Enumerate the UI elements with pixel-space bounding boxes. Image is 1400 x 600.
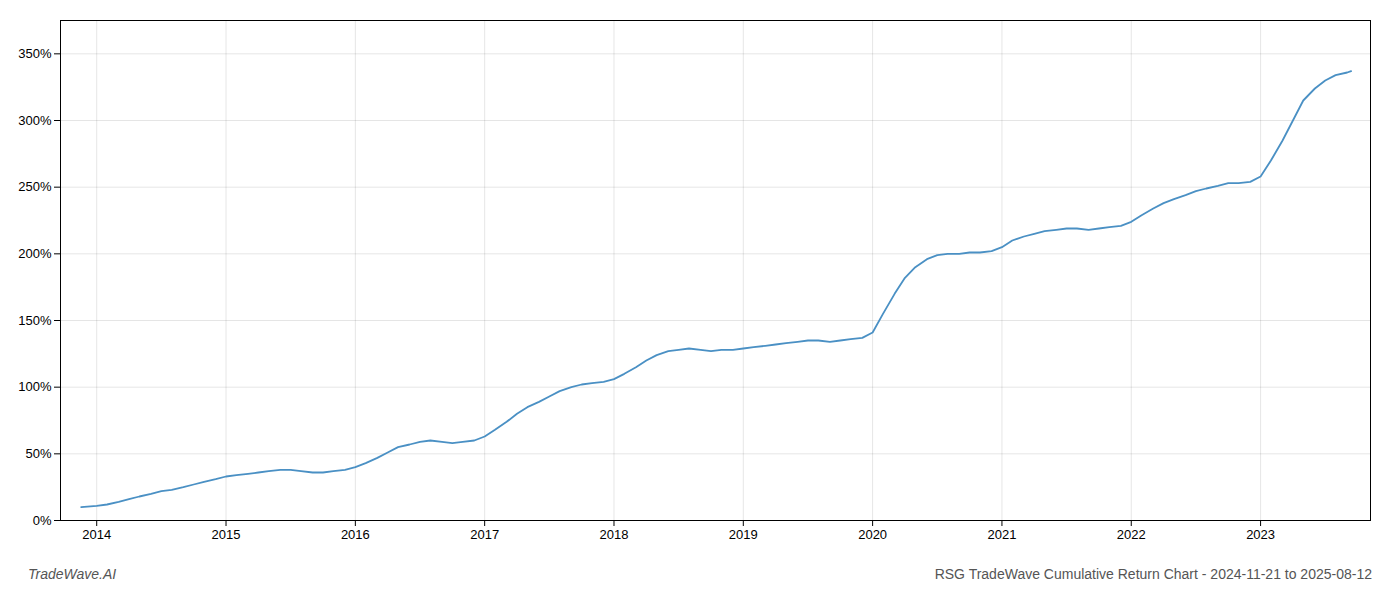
svg-text:2016: 2016 bbox=[341, 527, 370, 542]
svg-text:2018: 2018 bbox=[600, 527, 629, 542]
svg-text:2022: 2022 bbox=[1117, 527, 1146, 542]
svg-text:0%: 0% bbox=[33, 513, 52, 528]
svg-text:2015: 2015 bbox=[212, 527, 241, 542]
svg-text:300%: 300% bbox=[18, 113, 52, 128]
svg-text:2019: 2019 bbox=[729, 527, 758, 542]
svg-text:2023: 2023 bbox=[1246, 527, 1275, 542]
svg-text:350%: 350% bbox=[18, 46, 52, 61]
svg-text:50%: 50% bbox=[25, 446, 51, 461]
svg-text:200%: 200% bbox=[18, 246, 52, 261]
html-text:RSG TradeWave Cumulative Retur: RSG TradeWave Cumulative Return Chart - … bbox=[934, 566, 1372, 582]
svg-text:2017: 2017 bbox=[470, 527, 499, 542]
html-text:TradeWave.AI: TradeWave.AI bbox=[28, 566, 117, 582]
svg-text:150%: 150% bbox=[18, 313, 52, 328]
svg-text:100%: 100% bbox=[18, 379, 52, 394]
svg-text:2020: 2020 bbox=[858, 527, 887, 542]
svg-text:2021: 2021 bbox=[987, 527, 1016, 542]
svg-text:250%: 250% bbox=[18, 179, 52, 194]
svg-text:2014: 2014 bbox=[82, 527, 111, 542]
